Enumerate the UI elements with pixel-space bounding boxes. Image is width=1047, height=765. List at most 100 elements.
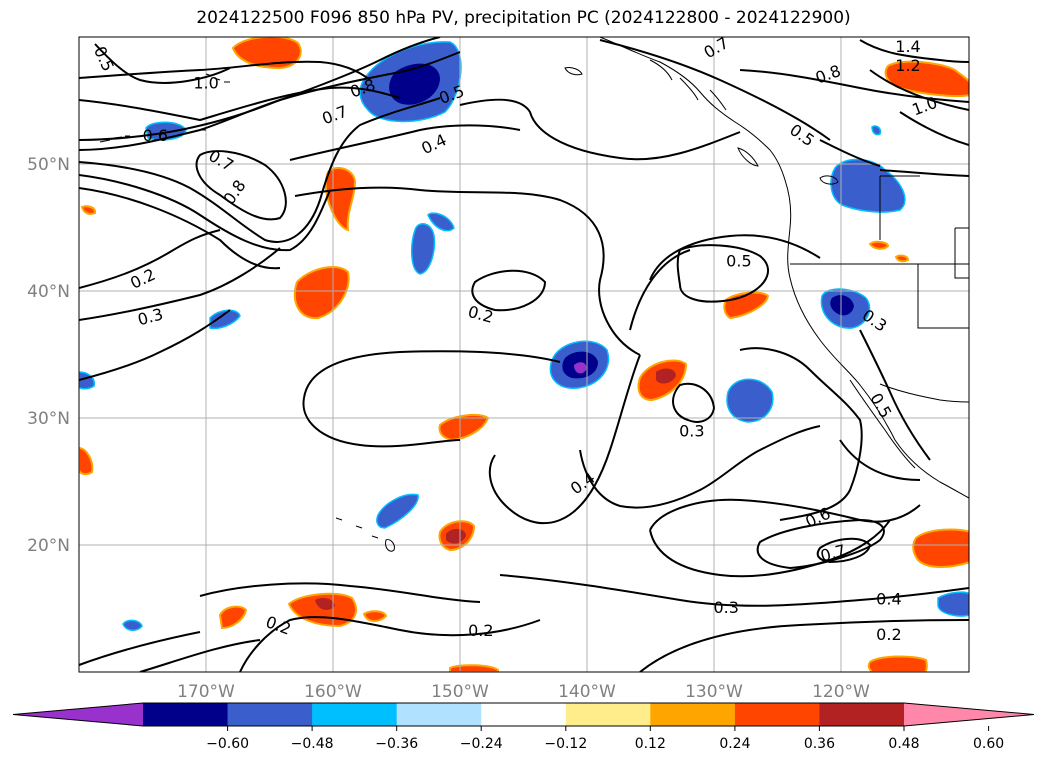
colorbar-tick-label: −0.24 xyxy=(460,736,503,752)
plot-title: 2024122500 F096 850 hPa PV, precipitatio… xyxy=(196,8,851,28)
pv-contour xyxy=(756,518,885,570)
precip-positive-blob xyxy=(894,254,910,263)
pv-contour xyxy=(471,269,547,312)
colorbar-segment xyxy=(565,703,651,726)
lon-tick-label: 120°W xyxy=(812,682,870,702)
pv-contour xyxy=(79,97,441,243)
precip-negative-core xyxy=(830,295,854,316)
precip-positive-blob xyxy=(80,205,97,215)
border-state xyxy=(917,264,969,329)
coastlines xyxy=(99,37,969,552)
precip-positive-blob xyxy=(912,528,969,568)
pv-contour xyxy=(649,234,821,281)
coastline-island xyxy=(819,175,839,185)
pv-contour xyxy=(303,350,561,399)
precip-positive-blob xyxy=(438,413,490,442)
contour-label: 0.2 xyxy=(876,625,901,644)
precip-negative-blob xyxy=(830,158,906,213)
colorbar-segment xyxy=(312,703,398,726)
pv-contour xyxy=(79,174,331,252)
precip-positive-blob xyxy=(79,446,94,476)
border-state xyxy=(879,175,920,240)
contour-label: 0.3 xyxy=(713,598,738,617)
contour-label: 1.0 xyxy=(193,74,218,93)
pv-contour xyxy=(302,397,461,448)
border-state xyxy=(954,227,969,279)
contour-label: 1.2 xyxy=(895,56,920,75)
colorbar-outline xyxy=(12,702,1035,727)
colorbar-extend-max xyxy=(904,703,1034,726)
coastline-island xyxy=(564,67,583,76)
contour-label: 0.5 xyxy=(726,252,751,271)
colorbar-tick-label: −0.48 xyxy=(291,736,334,752)
precip-negative-blob xyxy=(427,212,455,232)
pv-contour xyxy=(79,631,201,666)
contour-label: 0.2 xyxy=(468,621,493,640)
pv-contour xyxy=(899,111,969,146)
precip-positive-blob xyxy=(449,664,499,672)
pv-contour xyxy=(199,582,481,603)
pv-contour xyxy=(79,60,371,81)
colorbar-tick-label: 0.24 xyxy=(719,736,750,752)
colorbar-segment xyxy=(227,703,313,726)
lon-tick-label: 130°W xyxy=(685,682,743,702)
lat-tick-label: 40°N xyxy=(27,282,70,302)
lon-tick-label: 170°W xyxy=(177,682,235,702)
pv-contour xyxy=(839,439,921,481)
map-area: 0.51.0 0.80.70.50.40.60.70.80.20.3 0.20.50… xyxy=(79,37,969,672)
coastline-hawaii xyxy=(335,517,395,552)
precip-negative-blob xyxy=(376,493,419,529)
pv-contour xyxy=(579,425,821,509)
lon-tick-label: 140°W xyxy=(558,682,616,702)
precip-positive-core xyxy=(315,598,335,610)
pv-contour xyxy=(869,69,969,111)
colorbar-segment xyxy=(143,703,229,726)
precip-positive-blob xyxy=(362,610,388,622)
pv-contour xyxy=(79,51,461,151)
precip-positive-core xyxy=(656,368,676,384)
precip-negative-blob xyxy=(726,378,774,423)
pv-contour xyxy=(294,186,641,356)
lat-tick-labels: 50°N 40°N 30°N 20°N xyxy=(27,155,70,556)
pv-contour xyxy=(139,639,261,672)
pv-contour xyxy=(459,98,741,161)
gridlines xyxy=(79,37,969,672)
coastline-inland xyxy=(879,383,969,403)
pv-contour xyxy=(649,519,891,578)
colorbar-segment xyxy=(650,703,736,726)
colorbar-tick-label: −0.36 xyxy=(375,736,418,752)
pv-contour xyxy=(859,39,969,63)
pv-contours xyxy=(79,37,969,672)
precip-positive-blob xyxy=(218,605,248,630)
pv-contour xyxy=(239,616,541,672)
coastline-island xyxy=(737,147,759,167)
lat-tick-label: 30°N xyxy=(27,409,70,429)
pv-contour xyxy=(672,382,716,423)
pv-contour xyxy=(499,574,969,607)
pv-contour xyxy=(289,124,521,161)
pv-contour xyxy=(79,309,231,381)
colorbar-tick-label: −0.60 xyxy=(206,736,249,752)
precip-negative-blob xyxy=(871,125,882,136)
pv-contour xyxy=(195,150,287,221)
pv-contour xyxy=(739,347,863,521)
coastline-island xyxy=(649,59,727,111)
precip-negative-blob xyxy=(410,223,436,275)
colorbar-tick-label: −0.12 xyxy=(544,736,587,752)
pv-contour xyxy=(599,39,831,141)
pv-contour xyxy=(79,247,281,321)
pv-contour xyxy=(79,86,401,122)
coastline-baja xyxy=(849,379,916,469)
colorbar-segment xyxy=(819,703,905,726)
colorbar-tick-label: 0.48 xyxy=(888,736,919,752)
colorbar: −0.60 −0.48 −0.36 −0.24 −0.12 0.12 0.24 0.36 0.4… xyxy=(12,702,1035,752)
precip-positive-blob xyxy=(868,240,890,250)
colorbar-segment xyxy=(396,703,482,726)
lon-tick-label: 150°W xyxy=(431,682,489,702)
precip-negative-blob xyxy=(937,591,969,617)
pv-contour xyxy=(879,169,969,177)
precip-negative-blob xyxy=(209,309,241,330)
lon-tick-labels: 170°W 160°W 150°W 140°W 130°W 120°W xyxy=(177,682,870,702)
coastline-north-america xyxy=(599,37,969,499)
